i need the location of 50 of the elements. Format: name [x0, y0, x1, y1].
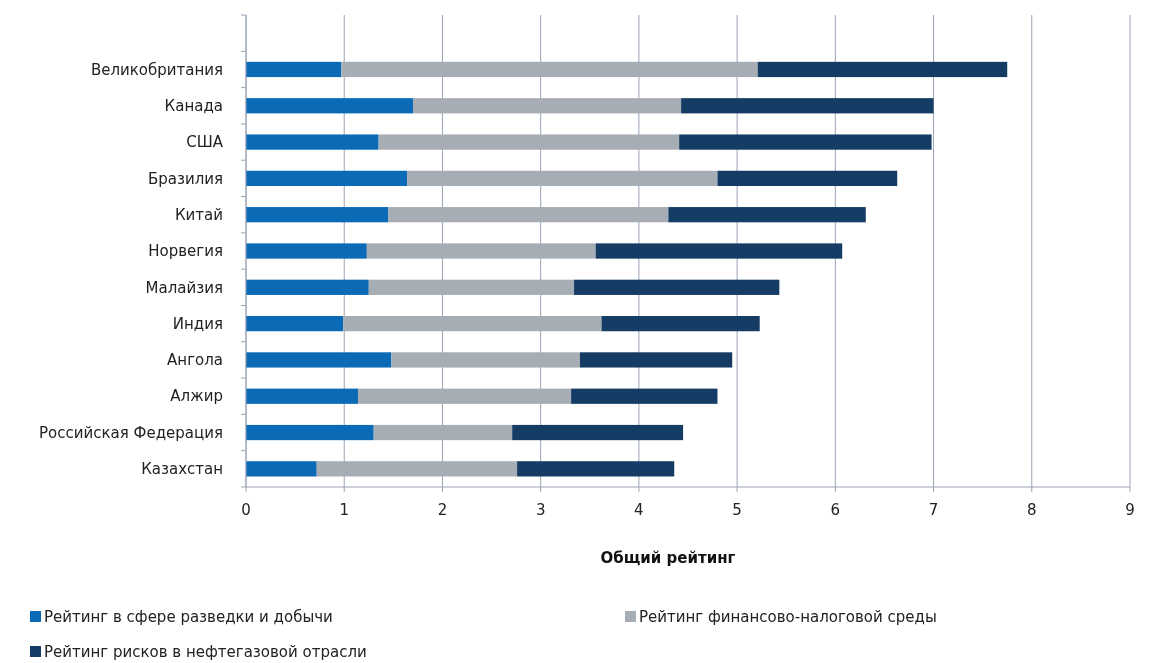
bar [246, 352, 392, 368]
y-tick-label: Великобритания [90, 60, 223, 79]
y-tick-label: Казахстан [141, 460, 223, 479]
y-tick-label: Норвегия [148, 242, 223, 261]
bar [246, 98, 413, 114]
bar [601, 315, 760, 332]
bar [595, 243, 843, 259]
bar [668, 207, 866, 223]
bar [246, 207, 389, 223]
bar [681, 98, 934, 114]
bar [574, 279, 780, 295]
bar [246, 61, 342, 78]
bar [246, 279, 369, 295]
y-tick-label: Алжир [170, 387, 223, 406]
bar [679, 134, 932, 150]
x-tick-label: 6 [830, 501, 841, 519]
y-tick-label: Ангола [167, 351, 223, 370]
y-tick-label: Малайзия [145, 278, 223, 297]
x-tick-label: 4 [634, 501, 644, 519]
bar [246, 315, 344, 332]
bar [246, 243, 367, 259]
legend-label: Рейтинг рисков в нефтегазовой отрасли [44, 643, 367, 662]
legend-label: Рейтинг в сфере разведки и добычи [44, 608, 333, 627]
bar [757, 61, 1008, 78]
bar [717, 170, 898, 187]
x-tick-label: 7 [928, 501, 939, 519]
bar [246, 170, 408, 187]
x-tick-label: 3 [535, 501, 546, 519]
x-tick-label: 1 [339, 501, 349, 519]
x-tick-label: 2 [437, 501, 448, 519]
y-tick-label: Российская Федерация [39, 423, 223, 442]
x-tick-label: 0 [241, 501, 251, 519]
bar [512, 424, 684, 441]
x-tick-label: 5 [732, 501, 742, 519]
bar [246, 134, 379, 150]
y-tick-label: США [186, 133, 224, 152]
x-tick-label: 8 [1027, 501, 1037, 519]
bar [246, 388, 358, 404]
y-tick-label: Индия [172, 314, 223, 333]
bar [517, 461, 675, 477]
x-tick-label: 9 [1125, 501, 1135, 519]
y-tick-label: Канада [164, 97, 223, 116]
bar [246, 461, 317, 477]
y-tick-label: Китай [174, 205, 223, 224]
bar [246, 424, 374, 441]
bar [579, 352, 733, 368]
legend-label: Рейтинг финансово-налоговой среды [639, 608, 937, 627]
x-axis-title: Общий рейтинг [600, 549, 736, 567]
bar [571, 388, 718, 404]
y-tick-label: Бразилия [147, 169, 223, 188]
